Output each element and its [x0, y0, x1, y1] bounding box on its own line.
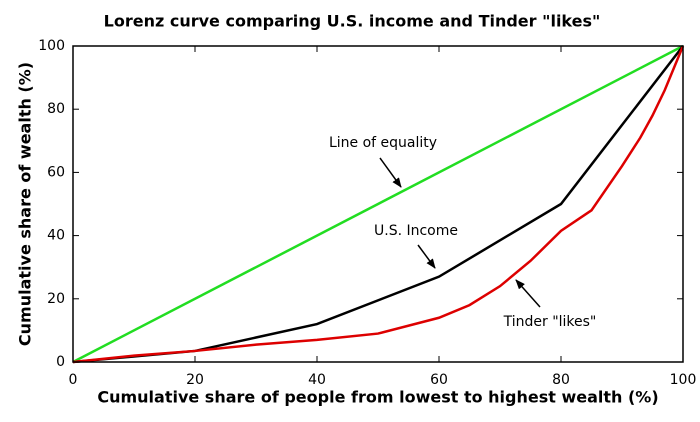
y-tick-label: 0: [56, 354, 65, 370]
series-line: [72, 45, 685, 364]
y-tick-label: 40: [47, 228, 65, 244]
y-tick-label: 80: [47, 101, 65, 117]
series-annotation: U.S. Income: [374, 223, 458, 239]
y-tick-label: 100: [38, 38, 65, 54]
series-annotation: Tinder "likes": [503, 314, 597, 330]
annotation-arrow: [379, 157, 402, 188]
x-tick-label: 0: [69, 372, 78, 388]
x-axis-label: Cumulative share of people from lowest t…: [97, 388, 658, 407]
x-tick-label: 20: [186, 372, 204, 388]
y-axis-label: Cumulative share of wealth (%): [16, 62, 35, 346]
series-annotation: Line of equality: [329, 135, 437, 151]
chart-title: Lorenz curve comparing U.S. income and T…: [104, 12, 601, 31]
y-tick-label: 20: [47, 291, 65, 307]
plot-frame: [72, 45, 684, 363]
x-tick-label: 60: [430, 372, 448, 388]
x-tick-label: 80: [552, 372, 570, 388]
annotation-arrow: [417, 244, 436, 269]
y-tick-label: 60: [47, 164, 65, 180]
x-tick-label: 100: [670, 372, 697, 388]
annotation-arrow: [515, 279, 541, 308]
x-tick-label: 40: [308, 372, 326, 388]
series-line: [72, 44, 684, 364]
